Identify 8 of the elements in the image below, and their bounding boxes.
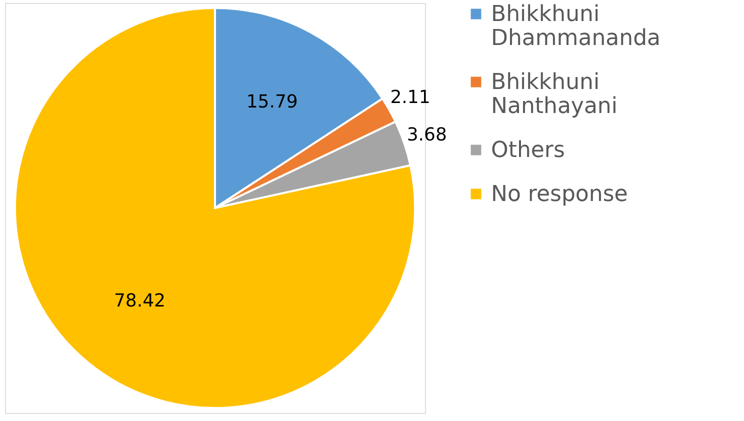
data-label: 2.11 [390,87,430,108]
legend-label: Bhikkhuni Nanthayani [491,70,618,119]
data-label: 78.42 [114,290,166,312]
data-label: 3.68 [406,124,447,146]
legend-label: Bhikkhuni Dhammananda [491,2,661,51]
legend-label: No response [491,182,628,207]
data-label: 15.79 [246,91,298,112]
legend-label: Others [491,138,565,163]
